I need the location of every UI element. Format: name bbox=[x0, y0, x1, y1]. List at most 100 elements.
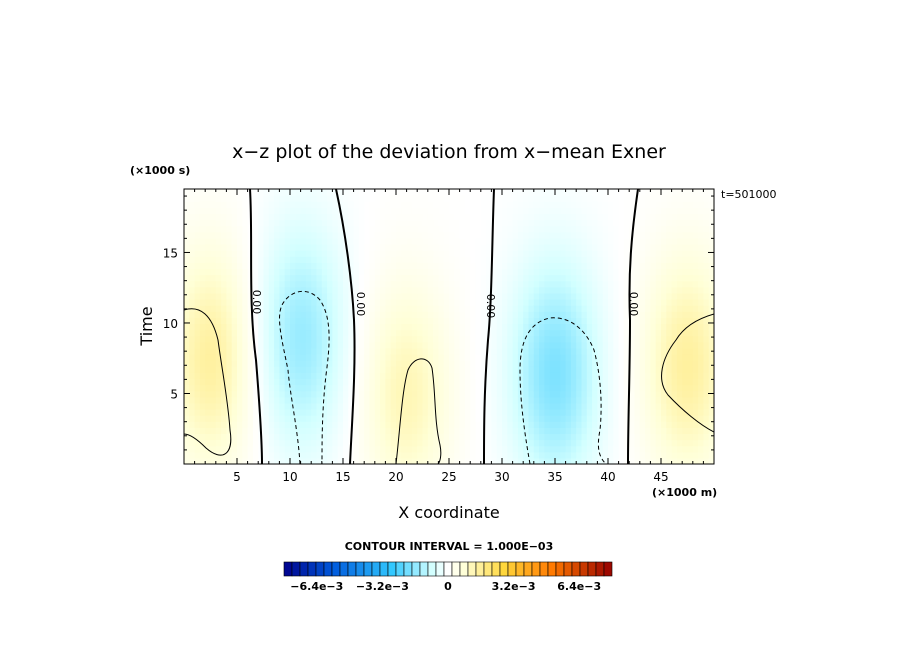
field-cell bbox=[284, 219, 291, 227]
field-cell bbox=[586, 317, 593, 325]
field-cell bbox=[528, 280, 535, 288]
field-cell bbox=[247, 354, 254, 361]
field-cell bbox=[290, 451, 296, 459]
field-cell bbox=[268, 415, 275, 422]
field-cell bbox=[549, 439, 556, 447]
field-cell bbox=[385, 427, 392, 435]
field-cell bbox=[274, 225, 280, 233]
field-cell bbox=[221, 427, 227, 435]
field-cell bbox=[252, 335, 259, 343]
field-cell bbox=[189, 317, 196, 325]
field-cell bbox=[592, 231, 598, 239]
field-cell bbox=[449, 347, 455, 355]
field-cell bbox=[411, 237, 418, 245]
field-cell bbox=[629, 451, 636, 459]
field-cell bbox=[353, 445, 360, 453]
field-cell bbox=[703, 396, 710, 404]
field-cell bbox=[353, 390, 360, 398]
field-cell bbox=[549, 292, 556, 300]
field-cell bbox=[618, 402, 625, 410]
field-cell bbox=[629, 402, 636, 410]
field-cell bbox=[231, 231, 238, 239]
field-cell bbox=[650, 360, 657, 367]
field-cell bbox=[231, 366, 238, 373]
field-cell bbox=[443, 390, 450, 398]
field-cell bbox=[549, 341, 556, 349]
field-cell bbox=[512, 305, 519, 312]
field-cell bbox=[348, 354, 355, 361]
field-cell bbox=[486, 372, 492, 380]
field-cell bbox=[544, 323, 551, 331]
field-cell bbox=[290, 311, 296, 318]
field-cell bbox=[507, 360, 514, 367]
field-cell bbox=[295, 402, 302, 410]
field-cell bbox=[427, 189, 434, 196]
field-cell bbox=[237, 354, 243, 361]
field-cell bbox=[512, 299, 519, 306]
field-cell bbox=[581, 421, 588, 428]
field-cell bbox=[433, 280, 439, 288]
field-cell bbox=[666, 378, 673, 386]
field-cell bbox=[231, 433, 238, 441]
field-cell bbox=[284, 292, 291, 300]
field-cell bbox=[544, 237, 551, 245]
field-cell bbox=[708, 439, 714, 447]
field-cell bbox=[199, 409, 206, 416]
field-cell bbox=[332, 372, 339, 380]
field-cell bbox=[449, 323, 455, 331]
field-cell bbox=[576, 372, 583, 380]
field-cell bbox=[512, 354, 519, 361]
field-cell bbox=[666, 225, 673, 233]
field-cell bbox=[337, 451, 344, 459]
field-cell bbox=[205, 317, 212, 325]
field-cell bbox=[226, 433, 233, 441]
field-cell bbox=[698, 347, 704, 355]
field-cell bbox=[263, 402, 270, 410]
field-cell bbox=[560, 402, 567, 410]
field-cell bbox=[316, 219, 323, 227]
field-cell bbox=[231, 451, 238, 459]
field-cell bbox=[555, 341, 561, 349]
field-cell bbox=[629, 323, 636, 331]
field-cell bbox=[189, 213, 196, 221]
field-cell bbox=[692, 250, 699, 257]
field-cell bbox=[576, 225, 583, 233]
field-cell bbox=[692, 427, 699, 435]
field-cell bbox=[390, 268, 397, 276]
field-cell bbox=[327, 323, 333, 331]
field-cell bbox=[327, 384, 333, 392]
field-cell bbox=[512, 268, 519, 276]
field-cell bbox=[210, 286, 217, 294]
field-cell bbox=[263, 299, 270, 306]
field-cell bbox=[470, 409, 477, 416]
field-cell bbox=[581, 231, 588, 239]
field-cell bbox=[449, 189, 455, 196]
field-cell bbox=[252, 372, 259, 380]
field-cell bbox=[411, 299, 418, 306]
field-cell bbox=[464, 354, 471, 361]
field-cell bbox=[369, 433, 376, 441]
field-cell bbox=[570, 207, 577, 215]
field-cell bbox=[459, 329, 466, 337]
field-cell bbox=[401, 415, 408, 422]
field-cell bbox=[332, 409, 339, 416]
field-cell bbox=[343, 250, 349, 257]
field-cell bbox=[284, 354, 291, 361]
field-cell bbox=[449, 305, 455, 312]
field-cell bbox=[327, 201, 333, 208]
field-cell bbox=[295, 201, 302, 208]
field-cell bbox=[332, 329, 339, 337]
field-cell bbox=[348, 195, 355, 202]
field-cell bbox=[401, 341, 408, 349]
field-cell bbox=[199, 219, 206, 227]
field-cell bbox=[597, 213, 604, 221]
field-cell bbox=[295, 256, 302, 263]
field-cell bbox=[618, 354, 625, 361]
field-cell bbox=[337, 256, 344, 263]
field-cell bbox=[650, 299, 657, 306]
field-cell bbox=[422, 280, 429, 288]
field-cell bbox=[290, 201, 296, 208]
field-cell bbox=[629, 390, 636, 398]
field-cell bbox=[555, 201, 561, 208]
field-cell bbox=[592, 244, 598, 251]
